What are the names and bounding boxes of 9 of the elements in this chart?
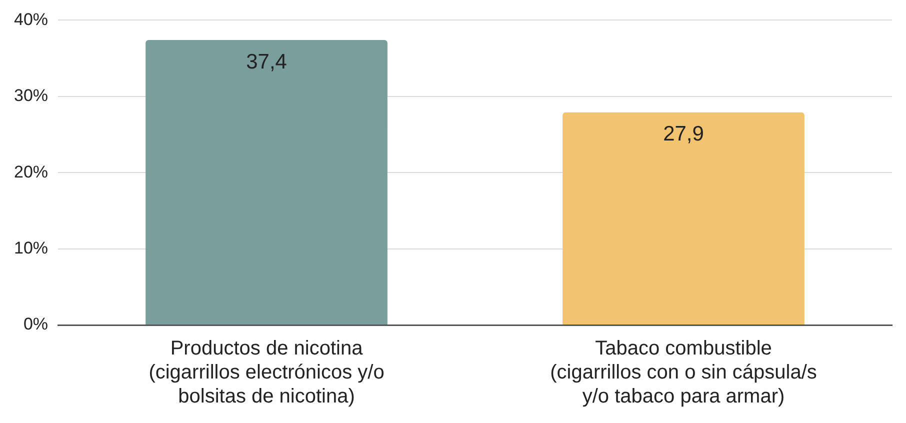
y-tick-label: 40% — [14, 10, 48, 29]
y-tick-label: 20% — [14, 162, 48, 182]
data-label: 37,4 — [246, 50, 288, 74]
x-tick-label: Tabaco combustible (cigarrillos con o sin cápsula/s y/o tabaco para armar) — [550, 338, 817, 408]
data-label: 27,9 — [663, 122, 704, 146]
y-tick-label: 10% — [14, 238, 48, 258]
x-tick-label: Productos de nicotina (cigarrillos electrónicos y/o bolsitas de nicotina) — [148, 338, 384, 408]
y-tick-label: 30% — [14, 86, 48, 106]
y-tick-label: 0% — [23, 314, 48, 334]
